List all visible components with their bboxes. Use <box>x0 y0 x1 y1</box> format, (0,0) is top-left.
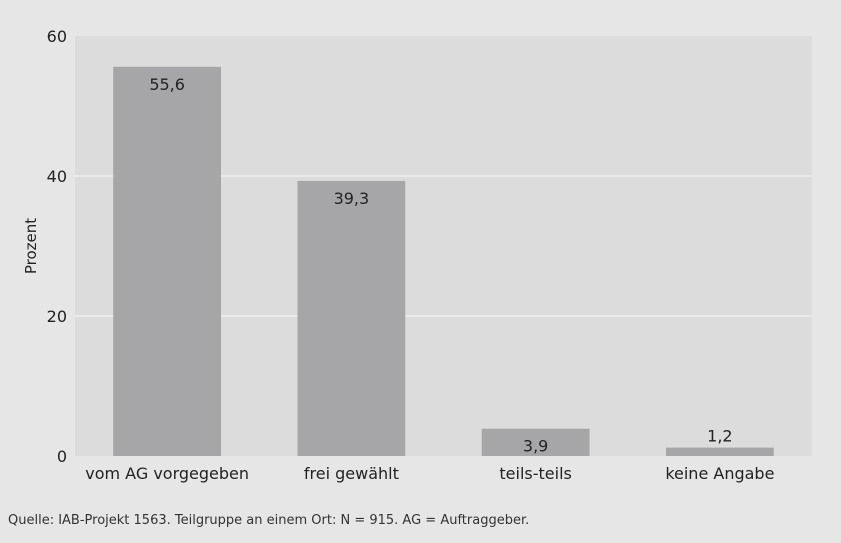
y-tick-label: 20 <box>47 307 67 326</box>
value-label: 55,6 <box>149 75 185 94</box>
value-label: 3,9 <box>523 437 548 456</box>
x-axis-categories: vom AG vorgegeben frei gewählt teils-teils… <box>85 464 774 483</box>
y-tick-label: 60 <box>47 27 67 46</box>
category-label: vom AG vorgegeben <box>85 464 249 483</box>
y-axis-title: Prozent <box>22 218 40 274</box>
value-labels: 55,6 39,3 3,9 1,2 <box>149 75 732 456</box>
y-axis-ticks: 0 20 40 60 <box>47 27 67 466</box>
y-tick-label: 40 <box>47 167 67 186</box>
value-label: 1,2 <box>707 427 732 446</box>
source-note: Quelle: IAB-Projekt 1563. Teilgruppe an … <box>8 513 530 528</box>
category-label: frei gewählt <box>304 464 399 483</box>
category-label: teils-teils <box>499 464 571 483</box>
bar <box>297 180 406 456</box>
y-tick-label: 0 <box>57 447 67 466</box>
bar <box>481 428 590 456</box>
category-label: keine Angabe <box>665 464 774 483</box>
bars <box>113 66 774 457</box>
bar <box>665 447 774 456</box>
bar <box>113 66 222 457</box>
value-label: 39,3 <box>334 189 370 208</box>
